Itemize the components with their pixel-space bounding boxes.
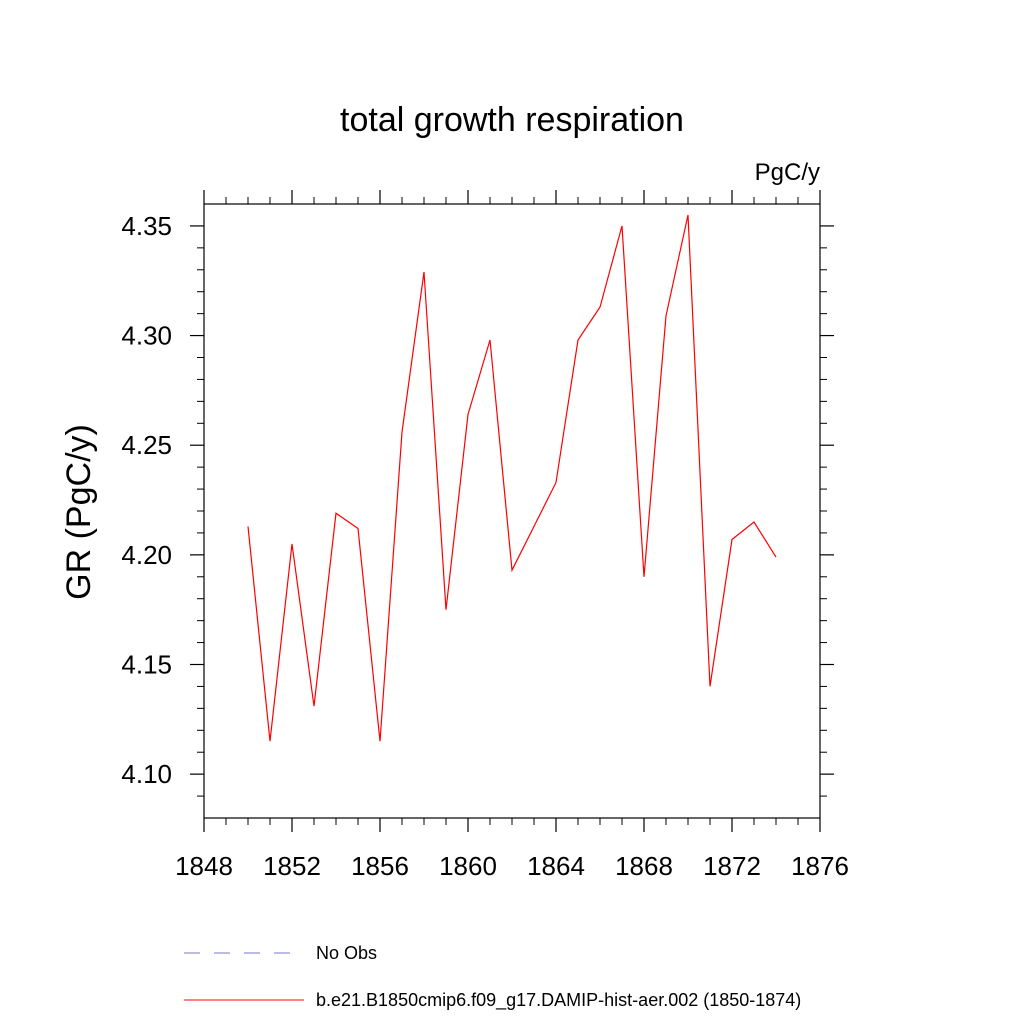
y-tick-label: 4.30 <box>121 321 172 351</box>
x-tick-label: 1876 <box>791 851 849 881</box>
series-line <box>247 214 777 742</box>
plot-frame <box>203 203 821 819</box>
legend-label: No Obs <box>316 943 377 963</box>
x-tick-label: 1864 <box>527 851 585 881</box>
units-label: PgC/y <box>755 159 820 186</box>
x-tick-label: 1848 <box>175 851 233 881</box>
y-tick-label: 4.25 <box>121 430 172 460</box>
y-axis-label: GR (PgC/y) <box>60 424 98 600</box>
x-tick-label: 1860 <box>439 851 497 881</box>
axis-ticks <box>190 190 834 832</box>
x-tick-label: 1868 <box>615 851 673 881</box>
y-tick-label: 4.35 <box>121 211 172 241</box>
y-tick-label: 4.10 <box>121 759 172 789</box>
legend-label: b.e21.B1850cmip6.f09_g17.DAMIP-hist-aer.… <box>316 990 801 1011</box>
x-tick-label: 1872 <box>703 851 761 881</box>
data-series <box>247 214 777 742</box>
y-tick-label: 4.15 <box>121 650 172 680</box>
axis-tick-labels: 1848 1852 1856 1860 1864 1868 1872 1876 4.10 4.15… <box>121 211 849 881</box>
x-tick-label: 1852 <box>263 851 321 881</box>
x-tick-label: 1856 <box>351 851 409 881</box>
y-tick-label: 4.20 <box>121 540 172 570</box>
legend: No Obs b.e21.B1850cmip6.f09_g17.DAMIP-his… <box>184 943 801 1011</box>
chart-title: total growth respiration <box>340 101 684 139</box>
